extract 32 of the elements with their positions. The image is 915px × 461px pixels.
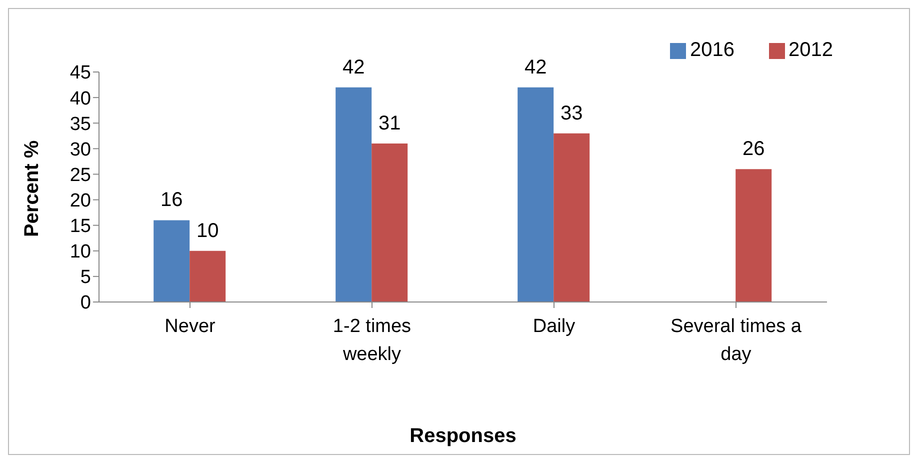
data-label: 10 [196,220,219,242]
bar [736,169,772,302]
bar [190,250,226,302]
y-tick-label: 40 [70,88,91,110]
x-tick-label: 1-2 times weekly [332,316,412,365]
y-tick-label: 0 [80,292,91,314]
x-tick-label: Never [164,316,216,337]
y-tick-label: 5 [80,267,91,288]
data-label: 42 [524,56,547,78]
data-label: 16 [160,189,183,212]
y-tick-label: 20 [70,190,91,212]
legend-label: 2012 [788,39,833,61]
x-tick-label: Several times a day [670,316,802,365]
y-tick-label: 10 [70,242,91,263]
x-tick-label: Daily [532,316,576,337]
y-tick-label: 35 [70,114,91,135]
bar [554,133,590,302]
y-tick-label: 30 [70,139,91,160]
bar [372,144,408,302]
legend-label: 2016 [690,39,734,61]
x-axis-title: Responses [410,425,516,447]
bar [154,220,190,302]
y-tick-label: 25 [70,164,91,186]
y-axis-title: Percent % [21,140,44,237]
data-label: 33 [560,102,583,124]
y-tick-label: 15 [70,216,91,238]
data-label: 26 [742,138,765,160]
data-label: 42 [342,56,365,78]
bar [336,87,372,302]
y-tick-label: 45 [70,62,91,84]
data-label: 31 [378,112,401,135]
bar [518,87,554,302]
